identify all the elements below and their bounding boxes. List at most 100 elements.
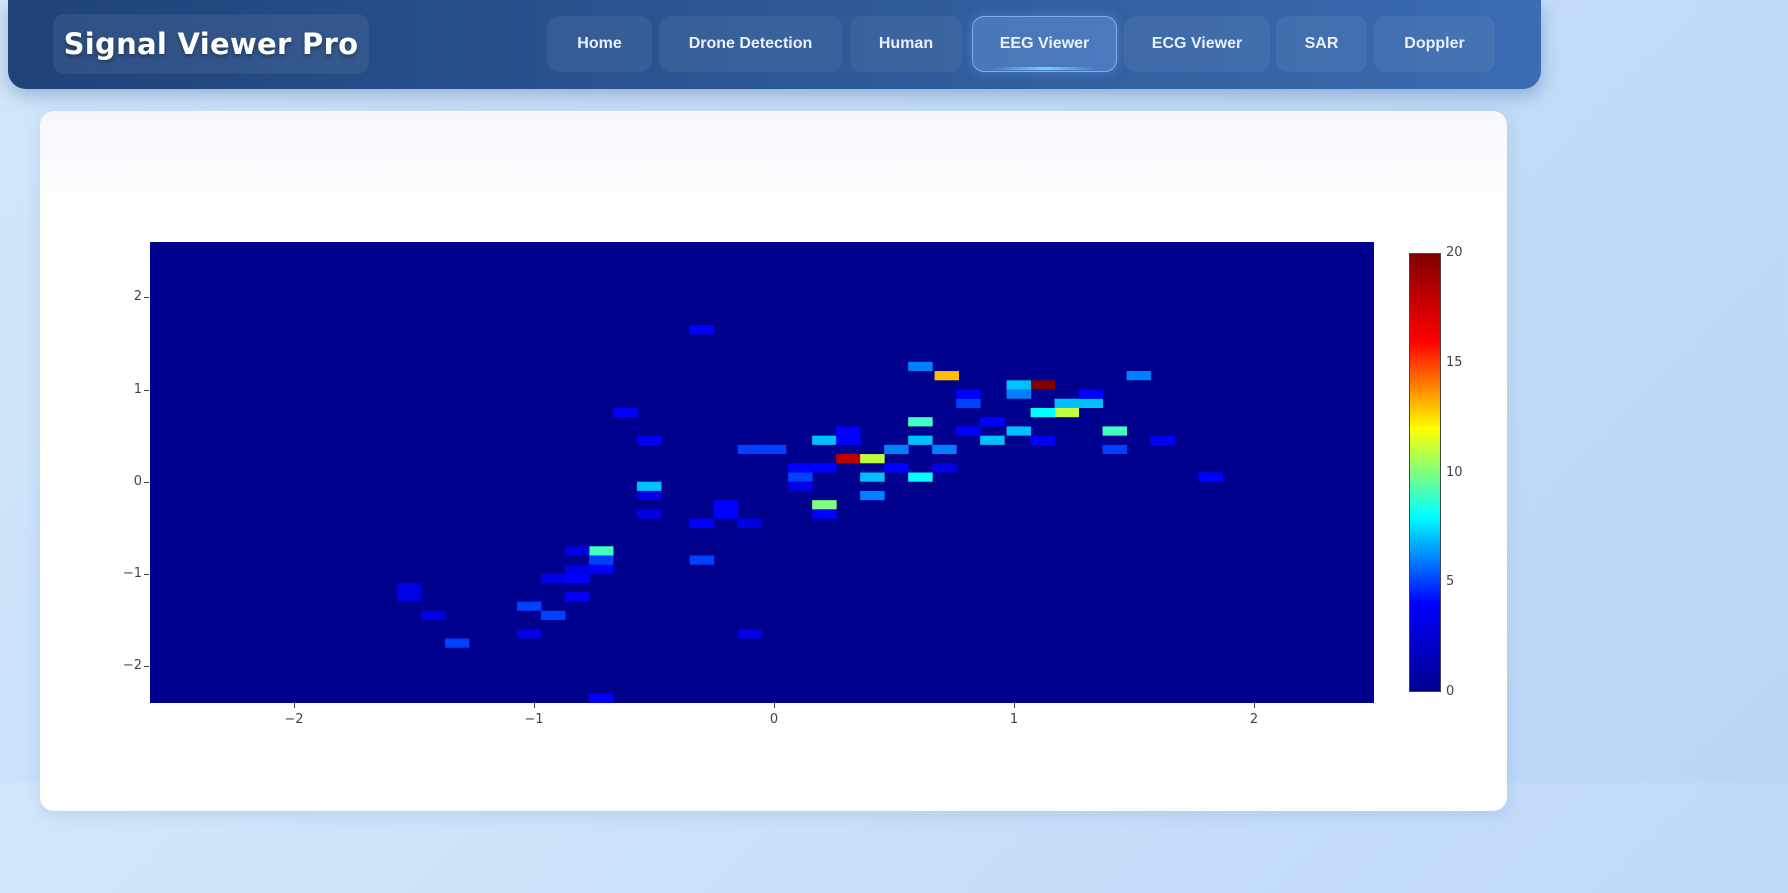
heatmap-cell <box>396 592 422 602</box>
tab-drone-detection[interactable]: Drone Detection <box>659 16 842 72</box>
heatmap-cell <box>788 472 813 482</box>
heatmap-cell <box>836 426 861 436</box>
app-title: Signal Viewer Pro <box>53 14 369 74</box>
heatmap-cell <box>737 518 763 528</box>
x-tick-mark <box>534 703 535 708</box>
heatmap-cell <box>1150 435 1176 445</box>
heatmap-cell <box>761 444 787 455</box>
colorbar-tick-label: 5 <box>1446 574 1455 590</box>
y-tick-mark <box>144 666 149 668</box>
heatmap-cell <box>396 583 422 593</box>
heatmap-cell <box>420 610 446 621</box>
tab-eeg-viewer[interactable]: EEG Viewer <box>972 16 1117 72</box>
heatmap-cell <box>908 361 933 372</box>
heatmap-cell <box>1054 407 1080 418</box>
heatmap-cell <box>1126 371 1152 381</box>
tab-doppler[interactable]: Doppler <box>1374 16 1495 72</box>
heatmap-cell <box>1198 472 1224 482</box>
heatmap-cell <box>956 389 981 399</box>
heatmap-cell <box>636 509 662 519</box>
heatmap-cell <box>1054 398 1080 408</box>
heatmap-cell <box>1078 389 1104 399</box>
heatmap-cell <box>956 426 981 436</box>
tab-ecg-viewer[interactable]: ECG Viewer <box>1124 16 1270 72</box>
tab-sar[interactable]: SAR <box>1276 16 1367 72</box>
heatmap-cell <box>588 555 614 565</box>
x-tick-label: 1 <box>1009 712 1019 727</box>
heatmap-cell <box>908 417 933 427</box>
heatmap-cell <box>980 417 1005 427</box>
tab-home[interactable]: Home <box>547 16 652 72</box>
x-tick-mark <box>1014 703 1015 708</box>
heatmap-cell <box>884 444 909 455</box>
heatmap-cell <box>1006 426 1032 436</box>
heatmap-cell <box>713 509 739 519</box>
heatmap-cell <box>932 463 957 473</box>
x-tick-label: 0 <box>769 712 779 727</box>
heatmap-cell <box>1030 435 1056 445</box>
heatmap-cell <box>1030 407 1056 418</box>
heatmap-cell <box>956 398 981 408</box>
heatmap-cell <box>860 472 885 482</box>
heatmap-cell <box>812 500 837 510</box>
heatmap-cell <box>884 463 909 473</box>
heatmap-cell <box>1030 380 1056 390</box>
heatmap-cells <box>396 324 1224 703</box>
x-tick-label: 2 <box>1249 712 1259 727</box>
heatmap-cell <box>588 546 614 556</box>
y-tick-mark <box>144 573 149 575</box>
top-navbar: Signal Viewer Pro Home Drone Detection H… <box>8 0 1541 89</box>
colorbar-tick-label: 0 <box>1446 684 1455 699</box>
heatmap-cell <box>564 564 590 574</box>
x-tick-label: −1 <box>524 712 544 727</box>
heatmap-cell <box>737 444 763 455</box>
x-tick-mark <box>774 703 775 708</box>
heatmap-cell <box>1102 426 1128 436</box>
heatmap-cell <box>908 472 933 482</box>
heatmap-cell <box>713 500 739 510</box>
heatmap-cell <box>1078 398 1104 408</box>
heatmap-cell <box>812 463 837 473</box>
y-tick-label: 2 <box>133 289 142 305</box>
heatmap-cell <box>860 490 885 501</box>
colorbar-tick-label: 10 <box>1446 464 1463 480</box>
heatmap-cell <box>932 444 957 455</box>
colorbar <box>1409 253 1441 692</box>
heatmap-cell <box>1006 389 1032 399</box>
heatmap-cell <box>836 454 861 464</box>
heatmap-cell <box>540 573 566 584</box>
heatmap-cell <box>788 463 813 473</box>
y-tick-label: 0 <box>133 473 142 489</box>
heatmap-cell <box>612 407 638 418</box>
heatmap-cell <box>516 629 542 639</box>
heatmap-cell <box>689 518 715 528</box>
heatmap-cell <box>516 601 542 611</box>
heatmap-cell <box>564 546 590 556</box>
heatmap-cell <box>636 435 662 445</box>
heatmap-plot[interactable] <box>150 242 1374 703</box>
heatmap-cell <box>934 371 960 381</box>
heatmap-cell <box>689 555 715 565</box>
heatmap-cell <box>564 573 590 584</box>
heatmap-cell <box>689 324 715 335</box>
heatmap-cell <box>540 610 566 621</box>
y-tick-label: −2 <box>122 658 142 674</box>
y-tick-mark <box>144 297 149 299</box>
heatmap-cell <box>444 638 470 648</box>
heatmap-cell <box>737 629 763 639</box>
heatmap-cell <box>1102 444 1128 455</box>
heatmap-cell <box>812 509 837 519</box>
heatmap-cell <box>860 454 885 464</box>
heatmap-cell <box>564 592 590 602</box>
colorbar-tick-label: 20 <box>1446 245 1463 260</box>
x-tick-mark <box>1254 703 1255 708</box>
colorbar-tick-label: 15 <box>1446 354 1463 370</box>
heatmap-cell <box>588 564 614 574</box>
y-tick-label: −1 <box>122 565 142 581</box>
heatmap-cell <box>788 481 813 491</box>
tab-human[interactable]: Human <box>850 16 962 72</box>
heatmap-cell <box>588 693 614 703</box>
heatmap-cell <box>812 435 837 445</box>
y-tick-mark <box>144 481 149 483</box>
heatmap-cell <box>908 435 933 445</box>
